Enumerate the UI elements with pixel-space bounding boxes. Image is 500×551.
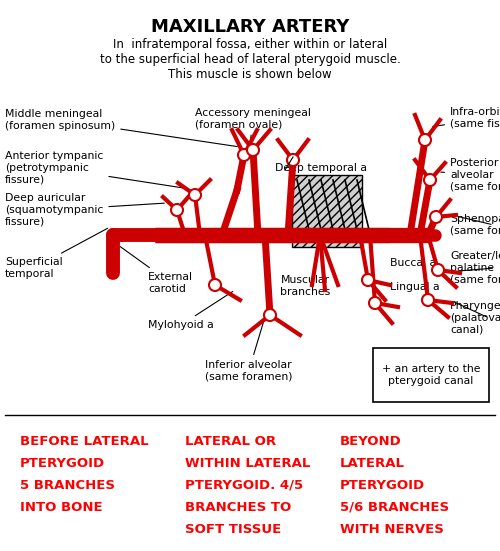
Text: Inferior alveolar
(same foramen): Inferior alveolar (same foramen) bbox=[205, 320, 292, 382]
Text: Greater/lesser
palatine
(same foramina): Greater/lesser palatine (same foramina) bbox=[450, 251, 500, 285]
Circle shape bbox=[189, 189, 201, 201]
Text: WITH NERVES: WITH NERVES bbox=[340, 523, 444, 536]
Circle shape bbox=[247, 144, 259, 156]
Text: Accessory meningeal
(foramen ovale): Accessory meningeal (foramen ovale) bbox=[195, 108, 311, 142]
Circle shape bbox=[209, 279, 221, 291]
Text: BEFORE LATERAL: BEFORE LATERAL bbox=[20, 435, 148, 448]
FancyBboxPatch shape bbox=[373, 348, 489, 402]
Circle shape bbox=[171, 204, 183, 216]
Text: + an artery to the
pterygoid canal: + an artery to the pterygoid canal bbox=[382, 364, 480, 386]
Text: INTO BONE: INTO BONE bbox=[20, 501, 102, 514]
Text: In  infratemporal fossa, either within or lateral
to the superficial head of lat: In infratemporal fossa, either within or… bbox=[100, 38, 401, 81]
Circle shape bbox=[264, 309, 276, 321]
Text: Pharyngeal
(palatovaginal
canal): Pharyngeal (palatovaginal canal) bbox=[450, 301, 500, 334]
Text: BEYOND: BEYOND bbox=[340, 435, 402, 448]
Circle shape bbox=[432, 264, 444, 276]
Text: MAXILLARY ARTERY: MAXILLARY ARTERY bbox=[151, 18, 349, 36]
Text: Superficial
temporal: Superficial temporal bbox=[5, 228, 108, 279]
Polygon shape bbox=[292, 175, 362, 247]
Text: External
carotid: External carotid bbox=[120, 247, 193, 294]
Text: WITHIN LATERAL: WITHIN LATERAL bbox=[185, 457, 310, 470]
Text: Muscular
branches: Muscular branches bbox=[280, 275, 330, 296]
Circle shape bbox=[362, 274, 374, 286]
Text: Infra-orbital
(same fissure): Infra-orbital (same fissure) bbox=[432, 107, 500, 129]
Text: SOFT TISSUE: SOFT TISSUE bbox=[185, 523, 281, 536]
Text: Buccal a: Buccal a bbox=[390, 258, 436, 268]
Text: Sphenopalatine
(same foramen): Sphenopalatine (same foramen) bbox=[450, 214, 500, 236]
Text: PTERYGOID: PTERYGOID bbox=[20, 457, 105, 470]
Text: PTERYGOID: PTERYGOID bbox=[340, 479, 425, 492]
Text: Posterior superior
alveolar
(same foramina): Posterior superior alveolar (same forami… bbox=[441, 158, 500, 192]
Text: PTERYGOID. 4/5: PTERYGOID. 4/5 bbox=[185, 479, 303, 492]
Circle shape bbox=[238, 149, 250, 161]
Text: LATERAL OR: LATERAL OR bbox=[185, 435, 276, 448]
Text: Deep temporal a: Deep temporal a bbox=[275, 163, 367, 173]
Circle shape bbox=[369, 297, 381, 309]
Circle shape bbox=[287, 154, 299, 166]
Circle shape bbox=[430, 211, 442, 223]
Text: Mylohyoid a: Mylohyoid a bbox=[148, 291, 232, 330]
Text: Middle meningeal
(foramen spinosum): Middle meningeal (foramen spinosum) bbox=[5, 109, 237, 147]
Circle shape bbox=[422, 294, 434, 306]
Text: LATERAL: LATERAL bbox=[340, 457, 405, 470]
Text: 5/6 BRANCHES: 5/6 BRANCHES bbox=[340, 501, 449, 514]
Text: BRANCHES TO: BRANCHES TO bbox=[185, 501, 291, 514]
Circle shape bbox=[424, 174, 436, 186]
Text: 5 BRANCHES: 5 BRANCHES bbox=[20, 479, 115, 492]
Text: Deep auricular
(squamotympanic
fissure): Deep auricular (squamotympanic fissure) bbox=[5, 193, 164, 226]
Text: Anterior tympanic
(petrotympanic
fissure): Anterior tympanic (petrotympanic fissure… bbox=[5, 152, 188, 188]
Text: Lingual a: Lingual a bbox=[390, 282, 440, 292]
Circle shape bbox=[419, 134, 431, 146]
